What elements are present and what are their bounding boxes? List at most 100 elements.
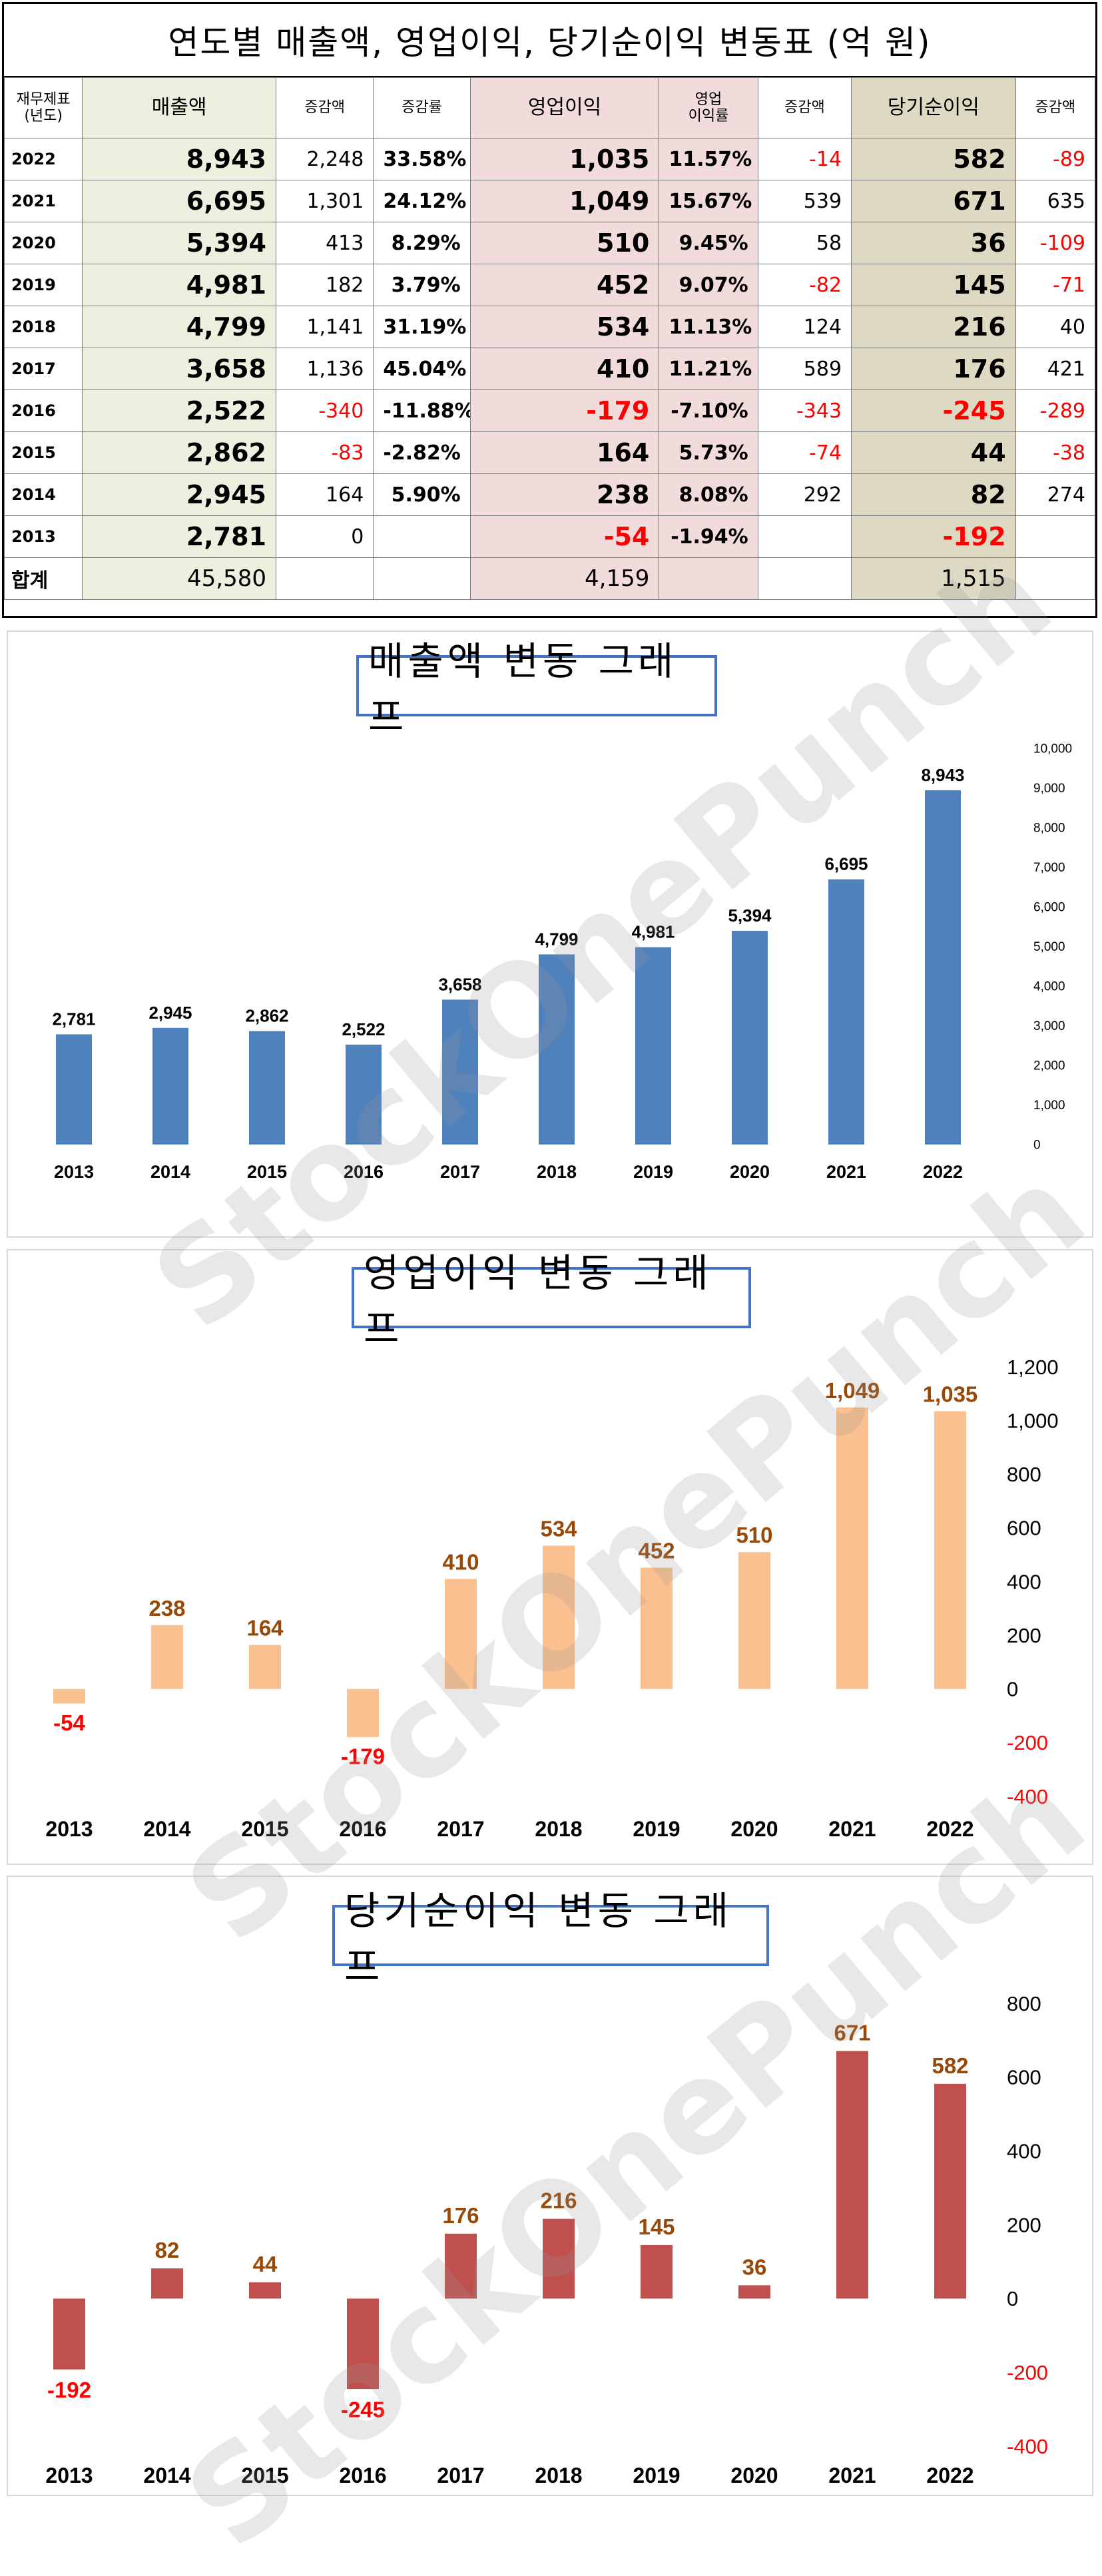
total-net-change	[1015, 557, 1096, 600]
y-tick-label: 0	[1033, 1139, 1041, 1153]
revenue-chart-title: 매출액 변동 그래프	[356, 639, 717, 740]
total-net-income: 1,515	[851, 557, 1016, 600]
operating-profit-chart-panel: -400 -200 0 200 400 600 800 1,000 1,200 -54 2013 23…	[7, 1249, 1093, 1865]
table-row: 2020 5,394 413 8.29% 510 9.45% 58 36 -109	[3, 222, 1096, 264]
x-tick-label: 2013	[45, 1817, 93, 1841]
table-row: 2016 2,522 -340 -11.88% -179 -7.10% -343 -245 -2…	[3, 389, 1096, 432]
y-tick-label: 0	[1007, 1678, 1018, 1701]
cell-operating-margin: 8.08%	[659, 473, 758, 516]
cell-operating-change: 124	[757, 306, 852, 348]
total-operating-profit: 4,159	[469, 557, 660, 600]
bar-2014	[151, 1625, 183, 1689]
table-row: 2017 3,658 1,136 45.04% 410 11.21% 589 176 421	[3, 348, 1096, 390]
x-tick-label: 2017	[437, 1817, 484, 1841]
x-tick-label: 2015	[241, 1817, 288, 1841]
cell-operating-change: 589	[757, 348, 852, 390]
x-tick-label: 2013	[54, 1162, 94, 1182]
total-operating-margin	[659, 557, 758, 600]
bar-2016	[346, 1044, 382, 1145]
y-tick-label: 8,000	[1033, 822, 1065, 836]
cell-operating-profit: 452	[469, 264, 660, 306]
bar-2013	[53, 2298, 85, 2370]
cell-operating-profit: -54	[469, 515, 660, 558]
data-label: 2,862	[245, 1006, 288, 1026]
table-total-row: 합계 45,580 4,159 1,515	[3, 557, 1096, 600]
cell-net-income: 44	[851, 431, 1016, 474]
total-year: 합계	[3, 557, 83, 600]
cell-revenue-rate: -2.82%	[373, 431, 471, 474]
cell-revenue-change: 182	[275, 264, 374, 306]
bar-2015	[249, 2282, 281, 2299]
data-label: 82	[155, 2238, 180, 2262]
revenue-chart-panel: 0 1,000 2,000 3,000 4,000 5,000 6,000 7,000 8,00…	[7, 631, 1093, 1238]
cell-revenue-change: 0	[275, 515, 374, 558]
bar-2020	[732, 931, 768, 1145]
y-tick-label: 1,000	[1033, 1099, 1065, 1113]
cell-net-income: 216	[851, 306, 1016, 348]
cell-revenue-rate: 45.04%	[373, 348, 471, 390]
cell-operating-margin: 5.73%	[659, 431, 758, 474]
y-tick-label: -200	[1007, 1731, 1048, 1754]
cell-net-income: 145	[851, 264, 1016, 306]
cell-net-change: -109	[1015, 222, 1096, 264]
cell-operating-profit: 1,035	[469, 138, 660, 180]
cell-operating-change	[757, 515, 852, 558]
data-label: 671	[834, 2020, 870, 2045]
y-tick-label: 1,200	[1007, 1356, 1059, 1379]
cell-revenue: 6,695	[82, 180, 276, 222]
x-tick-label: 2014	[150, 1162, 190, 1182]
bar-2020	[738, 1552, 770, 1689]
cell-net-income: 36	[851, 222, 1016, 264]
data-label: -245	[341, 2398, 385, 2422]
cell-net-income: 582	[851, 138, 1016, 180]
cell-year: 2017	[3, 348, 83, 390]
y-tick-label: 9,000	[1033, 782, 1065, 796]
table-row: 2021 6,695 1,301 24.12% 1,049 15.67% 539 671 635	[3, 180, 1096, 222]
cell-net-income: 671	[851, 180, 1016, 222]
cell-revenue: 2,862	[82, 431, 276, 474]
bar-2018	[543, 1545, 575, 1689]
data-label: 510	[736, 1523, 772, 1547]
cell-net-change: -89	[1015, 138, 1096, 180]
cell-operating-margin: 11.57%	[659, 138, 758, 180]
cell-revenue: 4,799	[82, 306, 276, 348]
cell-operating-profit: 1,049	[469, 180, 660, 222]
cell-revenue-rate: 24.12%	[373, 180, 471, 222]
data-label: 8,943	[921, 765, 964, 785]
bar-2021	[836, 2051, 868, 2299]
y-tick-label: 400	[1007, 2140, 1041, 2163]
bar-2013	[56, 1034, 92, 1145]
cell-revenue-change: 1,301	[275, 180, 374, 222]
operating-profit-bar-chart: -400 -200 0 200 400 600 800 1,000 1,200 -54 2013 23…	[45, 1356, 1059, 1841]
x-tick-label: 2017	[440, 1162, 480, 1182]
x-tick-label: 2014	[143, 2463, 190, 2487]
table-row: 2014 2,945 164 5.90% 238 8.08% 292 82 274	[3, 473, 1096, 516]
y-tick-label: 2,000	[1033, 1059, 1065, 1073]
bar-2022	[934, 2083, 966, 2299]
cell-operating-profit: -179	[469, 389, 660, 432]
cell-operating-profit: 164	[469, 431, 660, 474]
table-row: 2018 4,799 1,141 31.19% 534 11.13% 124 216 40	[3, 306, 1096, 348]
total-revenue: 45,580	[82, 557, 276, 600]
cell-operating-profit: 410	[469, 348, 660, 390]
total-revenue-rate	[373, 557, 471, 600]
data-label: 2,781	[52, 1009, 95, 1029]
cell-revenue-change: 413	[275, 222, 374, 264]
x-tick-label: 2018	[535, 2463, 582, 2487]
y-tick-label: 200	[1007, 1624, 1041, 1647]
data-label: 410	[442, 1549, 479, 1574]
data-label: 534	[540, 1516, 577, 1541]
cell-revenue-rate: 5.90%	[373, 473, 471, 516]
cell-revenue-change: 1,136	[275, 348, 374, 390]
x-tick-label: 2021	[828, 2463, 876, 2487]
table-header-row: 재무제표 (년도) 매출액 증감액 증감률 영업이익 영업 이익률 증감액 당기…	[3, 77, 1096, 138]
bar-2022	[925, 790, 961, 1145]
bar-2014	[152, 1027, 188, 1145]
data-label: 5,394	[728, 905, 772, 925]
cell-revenue-rate: 33.58%	[373, 138, 471, 180]
data-label: 1,035	[923, 1382, 978, 1407]
x-tick-label: 2019	[633, 1162, 673, 1182]
table-title: 연도별 매출액, 영업이익, 당기순이익 변동표 (억 원)	[4, 4, 1095, 77]
cell-revenue-rate: 3.79%	[373, 264, 471, 306]
cell-net-change: 421	[1015, 348, 1096, 390]
